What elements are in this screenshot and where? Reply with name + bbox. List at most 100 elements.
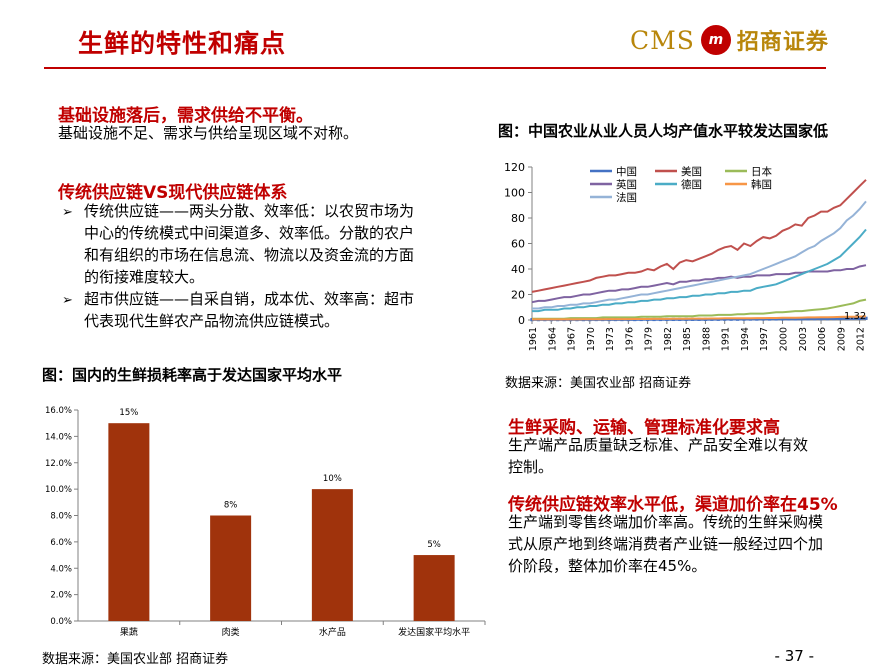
bullet-text: 传统供应链——两头分散、效率低：以农贸市场为 中心的传统模式中间渠道多、效率低。… (84, 200, 414, 288)
bar-chart-source: 数据来源：美国农业部 招商证券 (42, 652, 229, 667)
legend-label: 美国 (681, 165, 702, 178)
bar (108, 423, 150, 621)
y-tick-label: 2.0% (50, 591, 72, 601)
series-point (825, 317, 830, 321)
bullet-line: 的衔接难度较大。 (84, 268, 205, 286)
bullet-text: 超市供应链——自采自销，成本优、效率高：超市 代表现代生鲜农产品物流供应链模式。 (84, 288, 414, 332)
line-chart-source: 数据来源：美国农业部 招商证券 (505, 376, 692, 391)
y-tick-label: 0 (518, 314, 525, 327)
body-line: 生产端产品质量缺乏标准、产品安全难以有效 (508, 436, 809, 454)
legend-entry: 中国 (590, 165, 637, 178)
title-divider (44, 67, 826, 69)
section3-heading: 生鲜采购、运输、管理标准化要求高 (508, 418, 780, 438)
x-tick-label: 2009 (836, 327, 847, 351)
y-tick-label: 16.0% (45, 406, 72, 416)
x-tick-label: 1985 (682, 327, 693, 351)
series-point (755, 317, 759, 321)
y-tick-label: 80 (511, 212, 525, 225)
y-tick-label: 6.0% (50, 538, 72, 548)
bar (210, 515, 252, 621)
y-tick-label: 12.0% (45, 459, 72, 469)
bar-chart-title: 图：国内的生鲜损耗率高于发达国家平均水平 (42, 366, 343, 384)
body-line: 生产端到零售终端加价率高。传统的生鲜采购模 (508, 513, 824, 531)
x-tick-label: 1979 (644, 327, 655, 351)
series-point (832, 316, 836, 321)
body-line: 控制。 (508, 458, 554, 476)
x-tick-label: 2000 (779, 327, 790, 351)
body-line: 式从原产地到终端消费者产业链一般经过四个加 (508, 535, 824, 553)
legend-entry: 韩国 (725, 178, 772, 191)
series-point (780, 317, 785, 321)
series-point (800, 317, 804, 321)
y-tick-label: 10.0% (45, 485, 72, 495)
series-point (864, 316, 868, 320)
y-tick-label: 4.0% (50, 564, 72, 574)
logo-latin: CMS (630, 25, 695, 55)
bar-chart: 0.0% 2.0% 4.0% 6.0% 8.0% 10.0% 12.0% 14.0% 16.0%… (45, 406, 486, 638)
bullet-supermarket: ➢ 超市供应链——自采自销，成本优、效率高：超市 代表现代生鲜农产品物流供应链模… (62, 288, 482, 332)
legend-entry: 美国 (655, 165, 702, 178)
bar-value-label: 5% (427, 540, 441, 550)
category-label: 肉类 (222, 626, 240, 638)
series-point (806, 317, 810, 321)
y-tick-label: 120 (504, 161, 525, 174)
y-tick-label: 100 (504, 187, 525, 200)
bar-value-label: 15% (119, 408, 138, 418)
x-tick-label: 2012 (856, 327, 867, 351)
x-tick-label: 1976 (624, 327, 635, 351)
page-number: - 37 - (774, 647, 814, 665)
x-tick-label: 1967 (567, 327, 578, 351)
series-point (857, 316, 862, 320)
series-point (838, 316, 842, 321)
series-line-5 (532, 315, 867, 321)
arrow-bullet-icon: ➢ (62, 205, 73, 220)
series-point (768, 317, 772, 321)
bar (311, 489, 353, 621)
series-point (845, 316, 849, 321)
section4-body: 生产端到零售终端加价率高。传统的生鲜采购模 式从原产地到终端消费者产业链一般经过… (508, 511, 878, 577)
x-tick-label: 1997 (759, 327, 770, 351)
end-value-label: 1.32 (844, 311, 866, 322)
legend-label: 韩国 (751, 178, 772, 191)
y-tick-label: 14.0% (45, 432, 72, 442)
series-line-1 (531, 179, 867, 293)
y-tick-label: 60 (511, 238, 525, 251)
bar-value-label: 8% (224, 501, 238, 511)
legend-label: 日本 (751, 165, 772, 178)
page-title: 生鲜的特性和痛点 (78, 29, 287, 58)
legend-entry: 德国 (655, 178, 702, 191)
x-tick-label: 1988 (701, 327, 712, 351)
bullet-line: 传统供应链——两头分散、效率低：以农贸市场为 (84, 202, 415, 220)
logo-chinese: 招商证券 (736, 30, 829, 55)
section3-body: 生产端产品质量缺乏标准、产品安全难以有效 控制。 (508, 434, 878, 478)
y-tick-label: 20 (511, 289, 525, 302)
bar (413, 555, 455, 621)
series-line-4 (532, 228, 867, 313)
y-tick-label: 0.0% (50, 617, 72, 627)
series-line-6 (532, 200, 867, 310)
x-tick-label: 1961 (528, 327, 539, 351)
y-tick-label: 8.0% (50, 512, 72, 522)
section2-heading: 传统供应链VS现代供应链体系 (58, 183, 288, 203)
series-line-2 (532, 298, 867, 320)
arrow-bullet-icon: ➢ (62, 293, 73, 308)
category-label: 水产品 (319, 626, 346, 638)
y-tick-label: 40 (511, 263, 525, 276)
bullet-line: 中心的传统模式中间渠道多、效率低。分散的农户 (84, 224, 415, 242)
legend-label: 德国 (681, 178, 702, 191)
bullet-line: 代表现代生鲜农产品物流供应链模式。 (84, 312, 340, 330)
legend-entry: 日本 (725, 165, 772, 178)
legend-label: 法国 (616, 191, 637, 204)
series-point (819, 317, 823, 321)
category-label: 发达国家平均水平 (398, 626, 470, 638)
x-tick-label: 2006 (817, 327, 828, 351)
x-tick-label: 1982 (663, 327, 674, 351)
bullet-traditional: ➢ 传统供应链——两头分散、效率低：以农贸市场为 中心的传统模式中间渠道多、效率… (62, 200, 482, 288)
line-chart: 0 20 40 60 80 100 120 1961 1964 1967 1970 1973 1976 1… (504, 161, 868, 351)
section4-heading: 传统供应链效率水平低，渠道加价率在45% (508, 495, 838, 515)
legend-entry: 法国 (590, 191, 637, 204)
series-point (793, 317, 797, 321)
bullet-line: 超市供应链——自采自销，成本优、效率高：超市 (84, 290, 415, 308)
x-tick-label: 1970 (586, 327, 597, 351)
section1-body: 基础设施不足、需求与供给呈现区域不对称。 (58, 124, 359, 142)
